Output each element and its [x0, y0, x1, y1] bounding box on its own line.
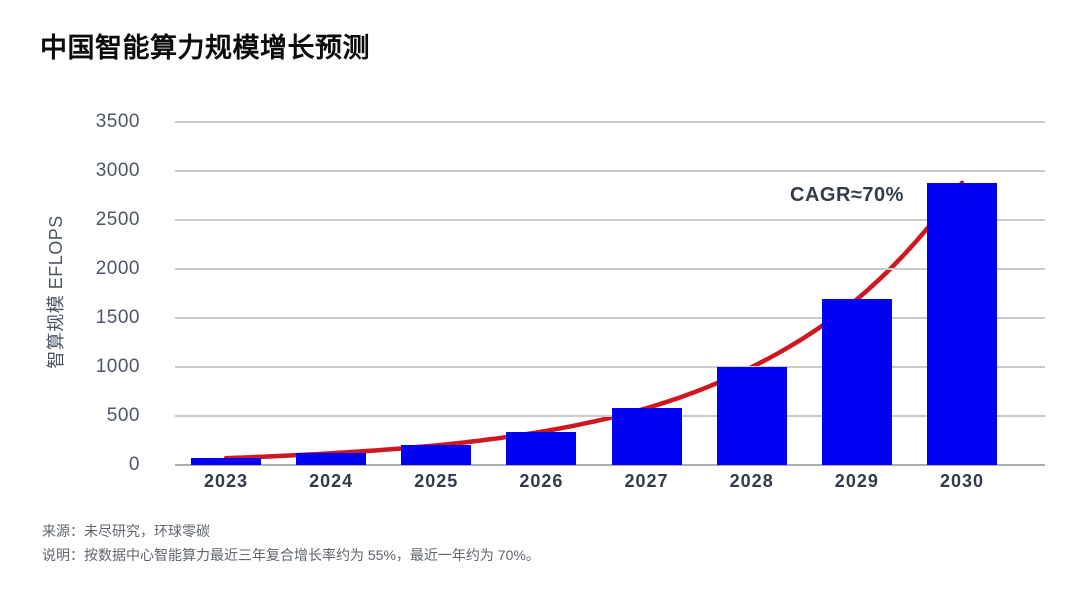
page-title: 中国智能算力规模增长预测 — [40, 33, 370, 64]
bar-2026 — [506, 431, 577, 465]
x-tick-label: 2024 — [309, 471, 354, 491]
y-tick-label: 1000 — [95, 356, 140, 377]
note-text: 说明：按数据中心智能算力最近三年复合增长率约为 55%，最近一年约为 70%。 — [42, 547, 540, 563]
y-tick-label: 500 — [106, 405, 140, 426]
y-tick-label: 2500 — [95, 209, 140, 230]
bar-2030 — [926, 182, 997, 465]
gridline — [175, 121, 1045, 123]
bar-2023 — [191, 458, 261, 465]
gridline — [175, 219, 1045, 221]
x-tick-label: 2027 — [624, 471, 669, 491]
x-axis-tick-labels: 2023 2024 2025 2026 2027 2028 2029 2030 — [175, 471, 1045, 497]
y-tick-label: 2000 — [95, 258, 140, 279]
x-tick-label: 2029 — [834, 471, 879, 491]
gridline — [175, 415, 1045, 417]
gridline — [175, 268, 1045, 270]
trend-line — [223, 180, 965, 461]
x-tick-label: 2025 — [414, 471, 459, 491]
cagr-annotation: CAGR≈70% — [790, 184, 904, 206]
plot-area — [175, 121, 1045, 466]
x-axis-baseline — [175, 464, 1045, 466]
y-tick-label: 3500 — [95, 111, 140, 132]
gridline — [175, 366, 1045, 368]
source-text: 来源：未尽研究，环球零碳 — [42, 523, 210, 539]
gridline — [175, 317, 1045, 319]
x-tick-label: 2028 — [729, 471, 774, 491]
y-tick-label: 1500 — [95, 307, 140, 328]
bar-2024 — [296, 453, 367, 465]
y-tick-label: 0 — [128, 454, 140, 475]
y-tick-label: 3000 — [95, 160, 140, 181]
bar-2028 — [716, 367, 787, 465]
bar-2027 — [611, 408, 682, 465]
x-tick-label: 2023 — [203, 471, 249, 491]
x-tick-label: 2026 — [519, 471, 564, 491]
bar-2029 — [821, 299, 892, 465]
gridline — [175, 170, 1045, 172]
x-tick-label: 2030 — [939, 471, 984, 491]
y-axis-tick-labels: 0 500 1000 1500 2000 2500 3000 3500 — [0, 111, 140, 475]
bar-2025 — [401, 445, 472, 465]
